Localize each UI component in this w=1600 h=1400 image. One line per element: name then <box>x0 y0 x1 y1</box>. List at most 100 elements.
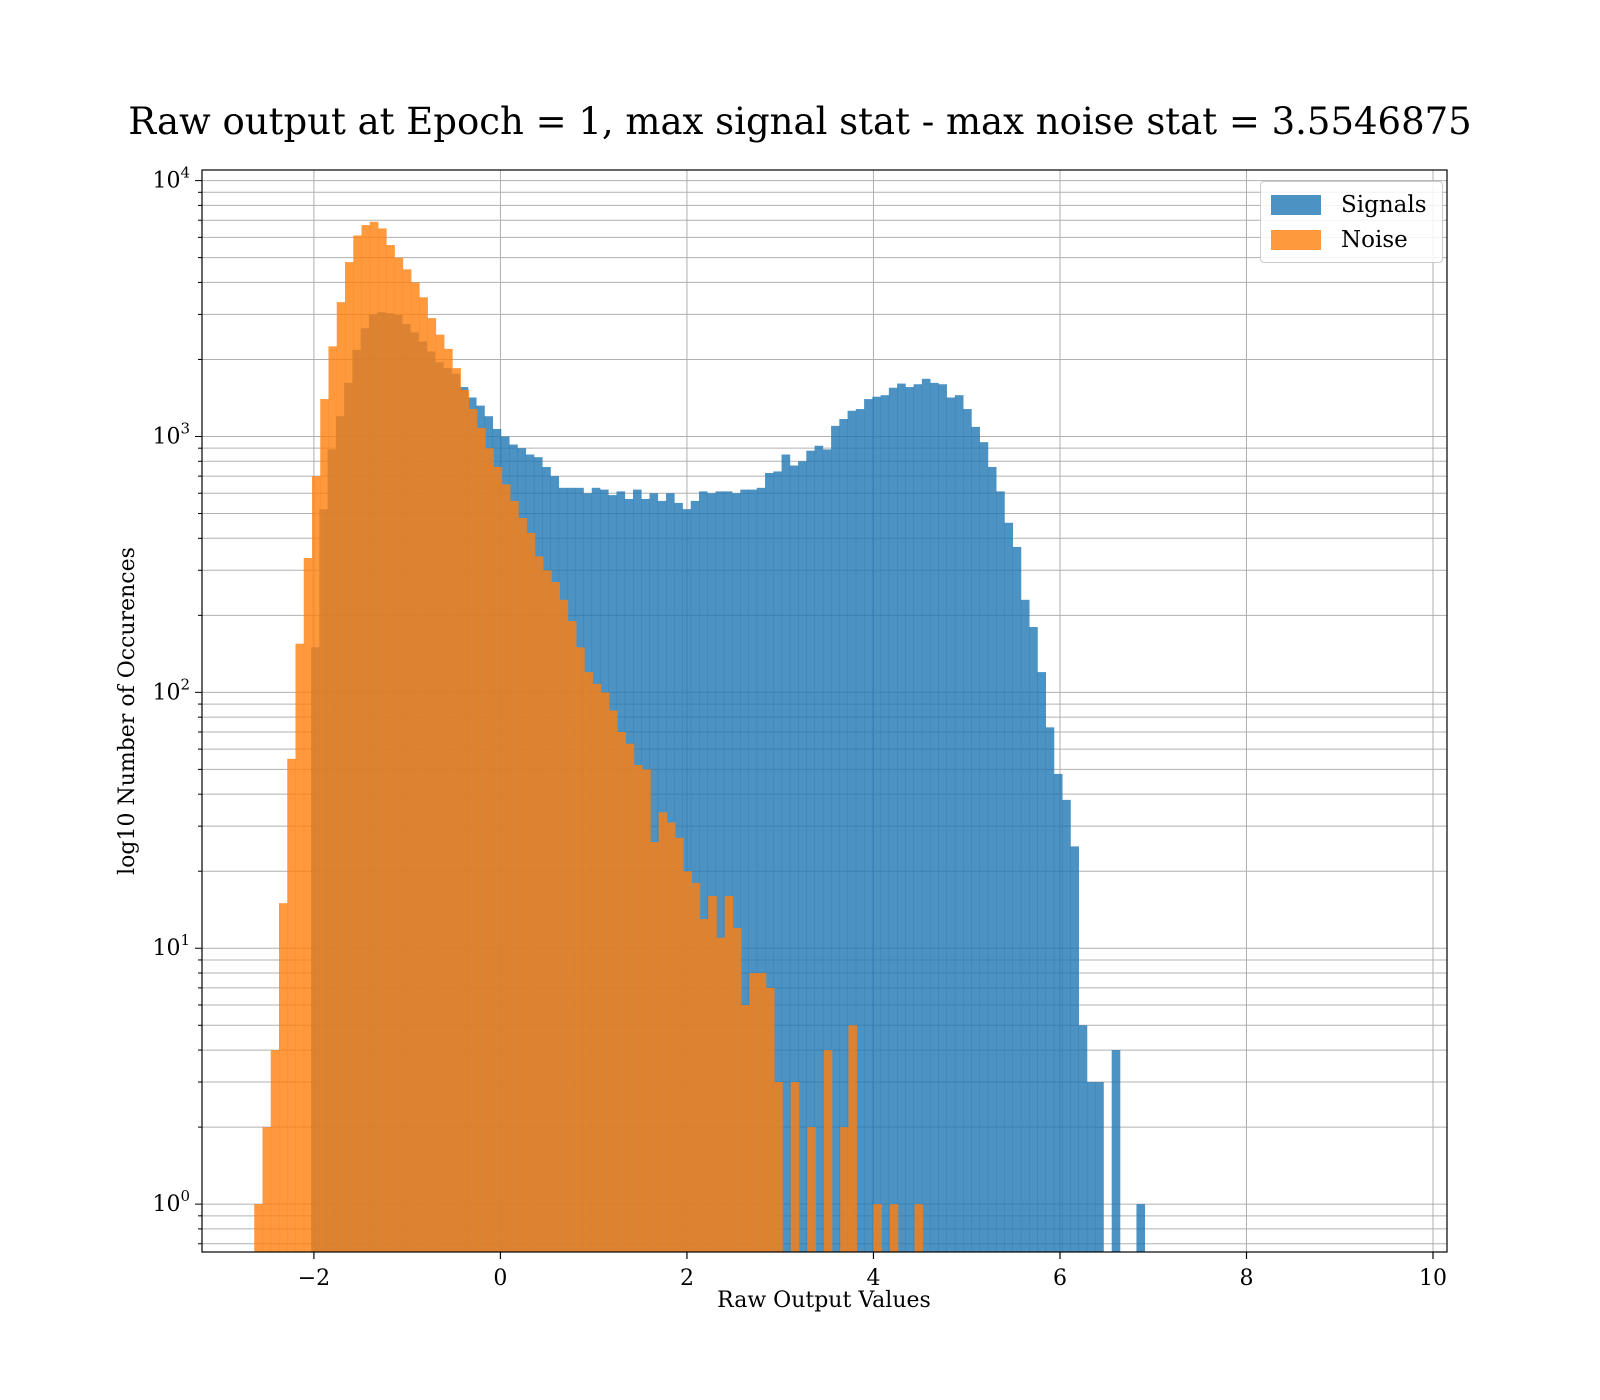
bar-noise <box>444 348 453 1252</box>
bar-noise <box>650 842 659 1252</box>
bar-noise <box>617 731 626 1252</box>
bar-signals <box>1136 1204 1146 1252</box>
bar-signals <box>1111 1050 1121 1252</box>
bar-noise <box>807 1127 816 1252</box>
bar-signals <box>1062 799 1071 1252</box>
y-tick-label: 102 <box>152 675 190 705</box>
bar-signals <box>946 397 956 1252</box>
bar-noise <box>741 1005 750 1252</box>
bar-noise <box>411 282 420 1252</box>
bar-signals <box>1045 727 1055 1252</box>
bar-noise <box>402 269 412 1252</box>
bar-signals <box>1095 1082 1104 1252</box>
bar-noise <box>609 710 618 1252</box>
bar-noise <box>270 1050 280 1252</box>
y-tick-label: 104 <box>152 164 190 194</box>
bar-noise <box>699 919 709 1252</box>
bar-signals <box>765 472 774 1252</box>
bar-noise <box>708 896 717 1252</box>
legend-item-signals: Signals <box>1271 192 1427 218</box>
bar-signals <box>847 410 857 1252</box>
bar-signals <box>864 399 873 1252</box>
legend: Signals Noise <box>1260 181 1443 263</box>
bar-signals <box>740 489 749 1252</box>
bar-noise <box>823 1050 833 1252</box>
bar-noise <box>675 837 684 1252</box>
bar-signals <box>690 500 700 1253</box>
bar-noise <box>642 769 651 1252</box>
legend-label-noise: Noise <box>1341 227 1408 253</box>
bar-noise <box>716 937 726 1252</box>
bar-noise <box>774 1082 783 1252</box>
bar-noise <box>600 692 610 1252</box>
bar-signals <box>938 384 947 1253</box>
bar-noise <box>262 1127 272 1252</box>
y-tick-label: 101 <box>152 931 190 961</box>
bar-noise <box>361 225 371 1252</box>
bar-signals <box>971 426 980 1253</box>
bar-signals <box>839 419 848 1252</box>
bar-noise <box>427 318 437 1252</box>
bar-signals <box>1012 546 1022 1252</box>
bar-noise <box>369 221 379 1253</box>
bar-noise <box>278 903 288 1252</box>
bar-noise <box>873 1204 882 1252</box>
bar-noise <box>477 427 486 1252</box>
bar-noise <box>493 466 503 1252</box>
bar-signals <box>987 466 997 1252</box>
bar-signals <box>979 442 989 1252</box>
bar-signals <box>1086 1082 1096 1252</box>
bar-noise <box>254 1204 263 1252</box>
bar-signals <box>789 465 799 1252</box>
bar-noise <box>510 500 519 1253</box>
chart-title: Raw output at Epoch = 1, max signal stat… <box>128 100 1472 143</box>
bar-noise <box>658 812 668 1252</box>
bar-signals <box>954 395 964 1252</box>
bar-noise <box>485 448 494 1252</box>
x-tick-label: 4 <box>866 1266 880 1291</box>
plot-frame <box>201 169 1448 1253</box>
bar-signals <box>814 445 824 1252</box>
bar-noise <box>320 399 329 1252</box>
bar-signals <box>1029 627 1038 1252</box>
bar-signals <box>930 382 939 1252</box>
bar-signals <box>855 409 865 1252</box>
bar-noise <box>452 368 461 1252</box>
bar-signals <box>1020 599 1030 1252</box>
legend-swatch-signals <box>1271 195 1321 215</box>
bar-noise <box>345 262 354 1252</box>
bar-noise <box>501 484 511 1252</box>
bar-signals <box>1070 846 1080 1252</box>
bar-noise <box>567 621 577 1252</box>
bar-noise <box>848 1025 858 1252</box>
bar-noise <box>889 1204 899 1252</box>
bar-signals <box>822 449 832 1252</box>
bar-noise <box>732 927 742 1252</box>
bar-noise <box>559 599 569 1252</box>
bar-noise <box>584 672 593 1252</box>
bar-signals <box>699 491 708 1252</box>
bar-noise <box>386 245 395 1252</box>
bar-signals <box>756 487 766 1253</box>
bar-noise <box>287 758 296 1252</box>
bar-noise <box>691 882 701 1252</box>
bar-noise <box>840 1127 849 1252</box>
bar-signals <box>872 396 881 1252</box>
bar-noise <box>576 647 585 1252</box>
bar-noise <box>633 765 643 1252</box>
bar-signals <box>888 387 898 1253</box>
bar-signals <box>921 378 931 1252</box>
legend-item-noise: Noise <box>1271 227 1408 253</box>
bar-noise <box>311 476 321 1252</box>
bar-signals <box>798 461 807 1252</box>
bar-signals <box>715 491 725 1252</box>
bar-signals <box>1053 773 1063 1252</box>
bar-noise <box>724 896 734 1252</box>
bar-signals <box>748 489 758 1252</box>
bar-noise <box>394 257 404 1252</box>
legend-swatch-noise <box>1271 230 1321 250</box>
bar-noise <box>526 532 536 1252</box>
bar-noise <box>303 558 313 1252</box>
bar-noise <box>336 302 346 1252</box>
x-tick-label: 6 <box>1053 1266 1067 1291</box>
